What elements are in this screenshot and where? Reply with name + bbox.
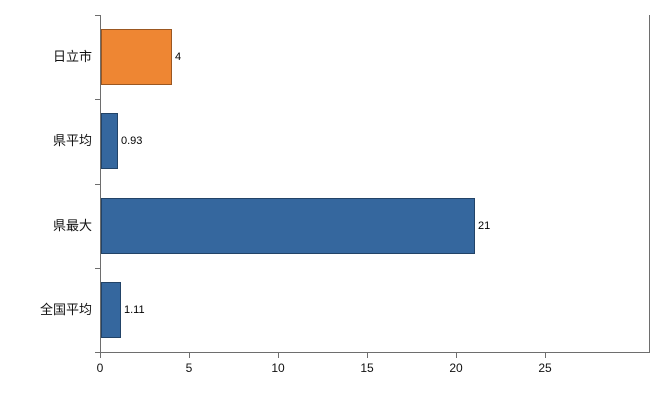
bar: [101, 113, 118, 170]
y-axis-tick: [95, 268, 100, 269]
y-axis-tick: [95, 184, 100, 185]
x-tick-label: 10: [271, 361, 285, 375]
value-label: 0.93: [121, 135, 143, 148]
x-tick-label: 15: [360, 361, 374, 375]
x-axis-tick: [100, 353, 101, 358]
x-axis-tick: [278, 353, 279, 358]
x-axis-tick: [367, 353, 368, 358]
x-tick-label: 0: [96, 361, 104, 375]
category-label: 全国平均: [39, 301, 92, 317]
x-axis-tick: [456, 353, 457, 358]
value-label: 4: [175, 51, 182, 64]
bar: [101, 281, 121, 338]
x-tick-label: 20: [449, 361, 463, 375]
value-label: 1.11: [124, 303, 145, 316]
y-axis-tick: [95, 15, 100, 16]
x-tick-label: 5: [185, 361, 193, 375]
y-axis-tick: [95, 99, 100, 100]
category-label: 県平均: [52, 133, 92, 149]
category-label: 日立市: [52, 49, 92, 65]
y-axis-tick: [95, 352, 100, 353]
x-axis-tick: [189, 353, 190, 358]
x-tick-label: 25: [538, 361, 552, 375]
bar: [101, 197, 475, 254]
bar: [101, 29, 172, 86]
category-label: 県最大: [52, 217, 92, 233]
value-label: 21: [478, 219, 491, 232]
plot-area: 4 0.93 21 1.11: [100, 15, 650, 353]
x-axis-tick: [545, 353, 546, 358]
